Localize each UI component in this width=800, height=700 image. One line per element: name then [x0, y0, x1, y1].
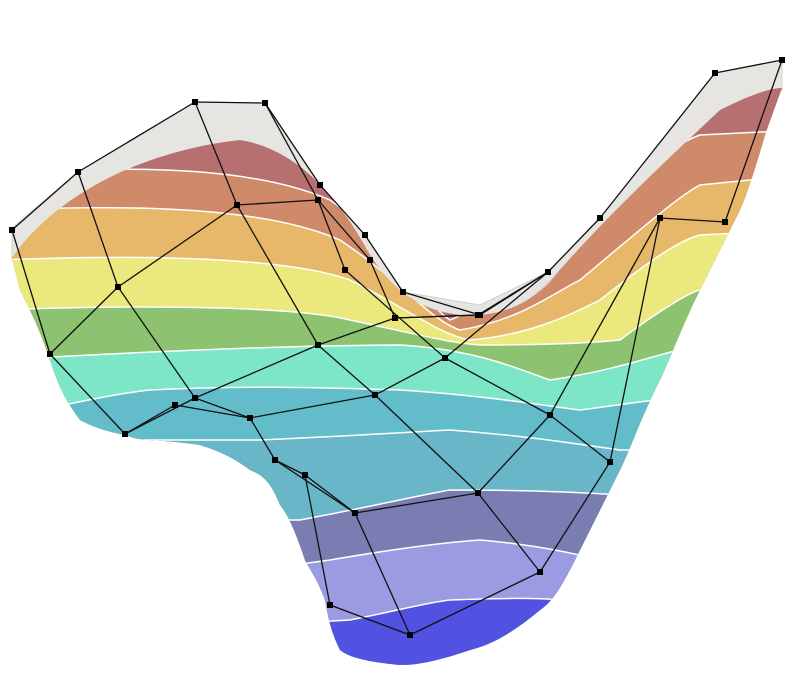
control-point — [779, 57, 785, 63]
control-point — [475, 312, 481, 318]
control-point — [192, 395, 198, 401]
control-point — [475, 490, 481, 496]
control-point — [407, 632, 413, 638]
control-point — [372, 392, 378, 398]
control-point — [545, 269, 551, 275]
control-point — [400, 289, 406, 295]
control-point — [315, 342, 321, 348]
control-point — [317, 182, 323, 188]
control-point — [367, 257, 373, 263]
net-line — [249, 271, 549, 419]
control-point — [352, 510, 358, 516]
control-point — [247, 415, 253, 421]
control-point — [657, 215, 663, 221]
control-point — [597, 215, 603, 221]
control-point — [302, 472, 308, 478]
control-point — [172, 402, 178, 408]
control-point — [272, 457, 278, 463]
control-point — [547, 412, 553, 418]
control-point — [392, 315, 398, 321]
control-point — [315, 197, 321, 203]
control-point — [75, 169, 81, 175]
control-point — [122, 431, 128, 437]
net-line — [194, 101, 541, 573]
net-line — [11, 59, 783, 316]
control-point — [442, 355, 448, 361]
net-line — [77, 171, 251, 419]
control-point — [607, 459, 613, 465]
control-point — [342, 267, 348, 273]
net-line — [354, 512, 411, 636]
control-point — [327, 602, 333, 608]
control-point — [115, 284, 121, 290]
control-point — [712, 70, 718, 76]
control-point — [537, 569, 543, 575]
control-point — [262, 100, 268, 106]
control-point — [192, 99, 198, 105]
net-line — [264, 102, 611, 463]
control-point — [47, 351, 53, 357]
control-point — [234, 202, 240, 208]
control-point — [362, 232, 368, 238]
net-line — [304, 474, 356, 514]
control-point — [9, 227, 15, 233]
control-point — [722, 219, 728, 225]
